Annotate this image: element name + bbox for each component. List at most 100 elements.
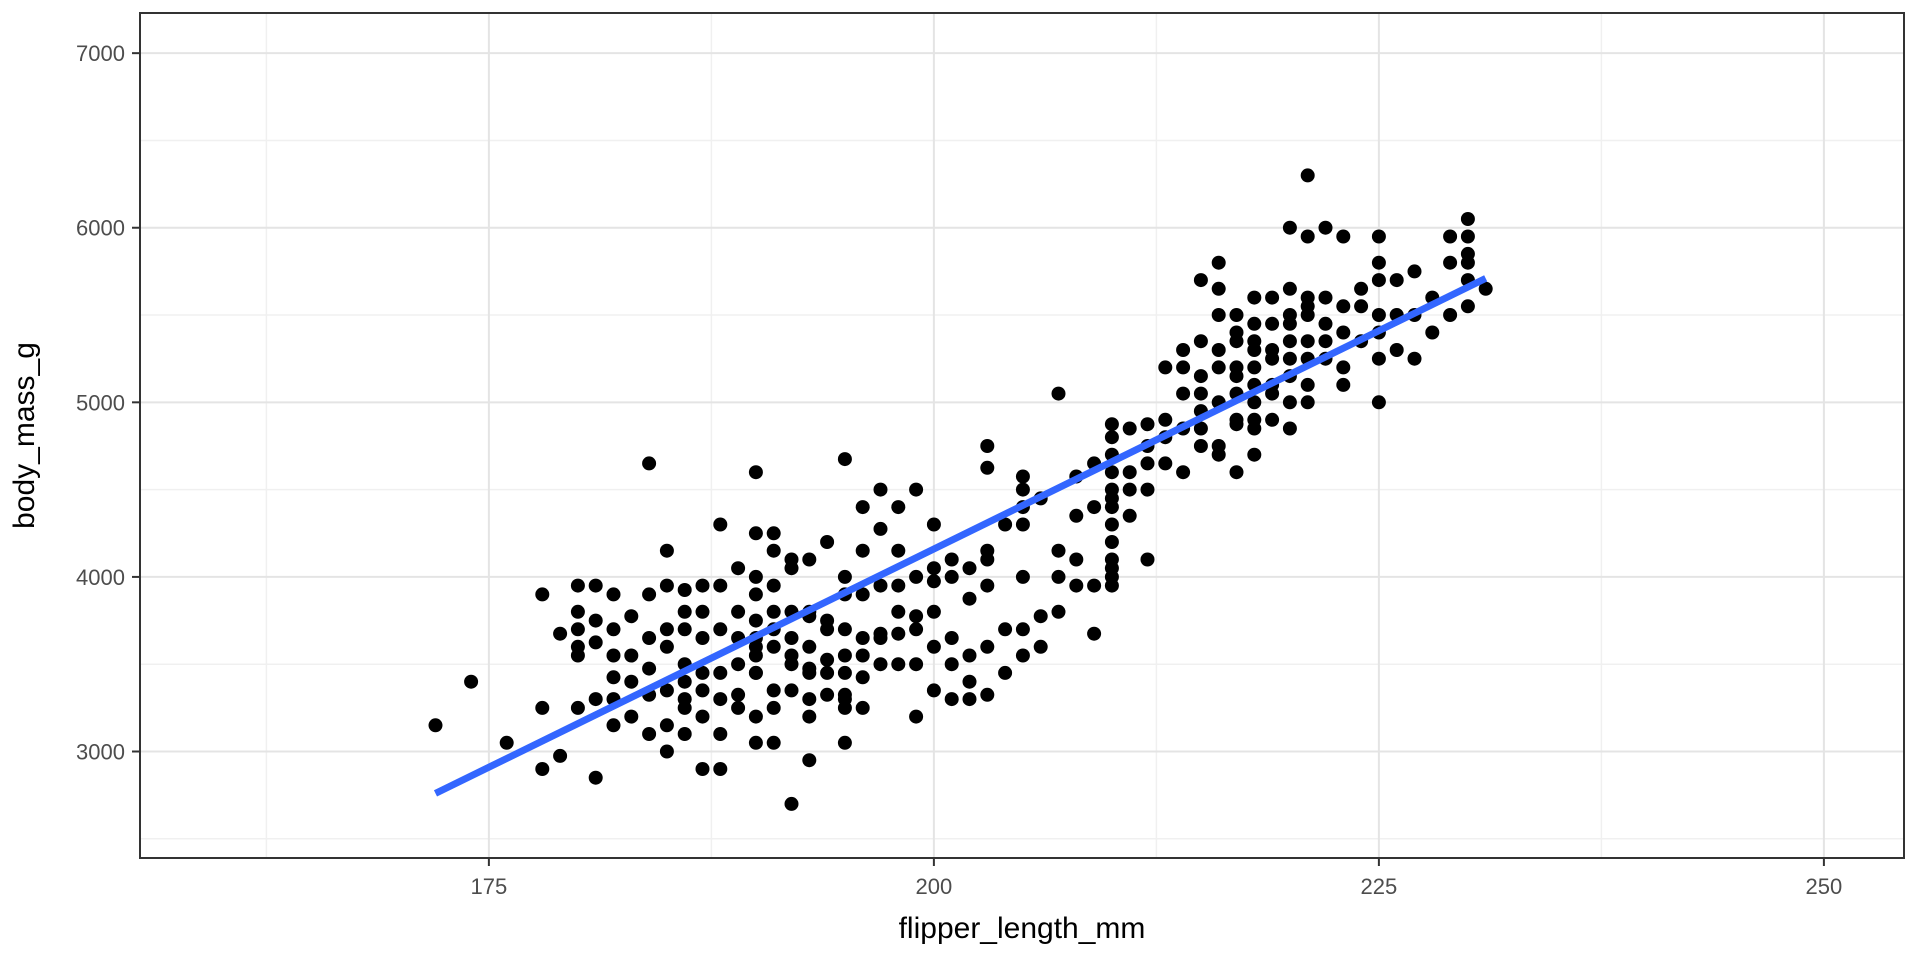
data-point [1318, 316, 1333, 331]
data-point [926, 604, 941, 619]
data-point [1122, 421, 1137, 436]
data-point [1104, 535, 1119, 549]
data-point [659, 578, 674, 593]
data-point [1051, 569, 1066, 584]
data-point [926, 639, 941, 654]
data-point [1211, 439, 1226, 453]
data-point [1193, 386, 1208, 401]
data-point [588, 692, 603, 707]
data-point [1407, 351, 1422, 366]
data-point [980, 543, 995, 558]
data-point [570, 639, 585, 654]
data-point [1336, 377, 1351, 392]
data-point [1247, 395, 1262, 410]
data-point [802, 692, 817, 707]
data-point [962, 561, 977, 576]
data-point [1282, 308, 1297, 322]
data-point [891, 604, 906, 619]
data-point [1371, 229, 1386, 244]
data-point [766, 683, 781, 698]
data-point [926, 574, 941, 589]
data-point [1229, 412, 1244, 427]
data-point [891, 500, 906, 515]
data-point [766, 578, 781, 593]
data-point [1460, 299, 1475, 314]
data-point [642, 587, 657, 602]
data-point [1354, 281, 1369, 296]
data-point [695, 631, 710, 645]
data-point [1051, 604, 1066, 619]
data-point [713, 622, 728, 637]
data-point [1265, 290, 1280, 305]
data-point [820, 652, 835, 667]
data-point [926, 683, 941, 698]
data-point [624, 648, 639, 663]
plot-panel-background [140, 13, 1904, 858]
data-point [1104, 552, 1119, 567]
data-point [820, 535, 835, 549]
data-point [748, 613, 763, 628]
data-point [642, 661, 657, 676]
data-point [837, 622, 852, 637]
data-point [1282, 220, 1297, 235]
data-point [944, 692, 959, 707]
data-point [802, 709, 817, 724]
data-point [802, 661, 817, 676]
data-point [909, 709, 924, 724]
data-point [944, 552, 959, 567]
data-point [1318, 290, 1333, 305]
data-point [659, 622, 674, 637]
data-point [1265, 316, 1280, 331]
data-point [659, 543, 674, 558]
data-point [837, 569, 852, 584]
data-point [1282, 351, 1297, 366]
data-point [535, 587, 550, 602]
data-point [1300, 229, 1315, 244]
data-point [766, 543, 781, 558]
minor-gridlines [140, 13, 1904, 858]
data-point [748, 526, 763, 541]
data-point [731, 700, 746, 715]
data-point [535, 700, 550, 715]
data-point [1211, 255, 1226, 270]
data-point [713, 692, 728, 707]
data-point [677, 604, 692, 619]
data-point [1158, 360, 1173, 375]
regression-line-layer [433, 275, 1488, 797]
data-point [820, 613, 835, 628]
data-point [464, 674, 479, 689]
data-point [713, 517, 728, 532]
data-point [1371, 255, 1386, 270]
data-point [1407, 264, 1422, 279]
data-point [784, 552, 799, 567]
data-point [748, 665, 763, 680]
data-point [1104, 465, 1119, 480]
data-point [1300, 290, 1315, 305]
data-point [1460, 246, 1475, 261]
data-point [1087, 626, 1102, 641]
data-point [731, 561, 746, 576]
data-point [695, 578, 710, 593]
data-point [1282, 421, 1297, 436]
y-tick-label: 5000 [76, 390, 125, 415]
data-point [1247, 316, 1262, 331]
data-point [1140, 456, 1155, 471]
data-point [1122, 508, 1137, 523]
data-point [1460, 212, 1475, 226]
data-point [731, 657, 746, 672]
data-point [1211, 281, 1226, 296]
data-point [606, 718, 621, 733]
data-point [909, 657, 924, 672]
data-point [1229, 360, 1244, 375]
data-point [695, 709, 710, 724]
data-point [1015, 482, 1030, 497]
data-point [855, 700, 870, 715]
data-point [944, 631, 959, 645]
data-point [1122, 482, 1137, 497]
data-point [1282, 281, 1297, 296]
data-point [873, 657, 888, 672]
data-point [1104, 417, 1119, 432]
data-point [1158, 456, 1173, 471]
